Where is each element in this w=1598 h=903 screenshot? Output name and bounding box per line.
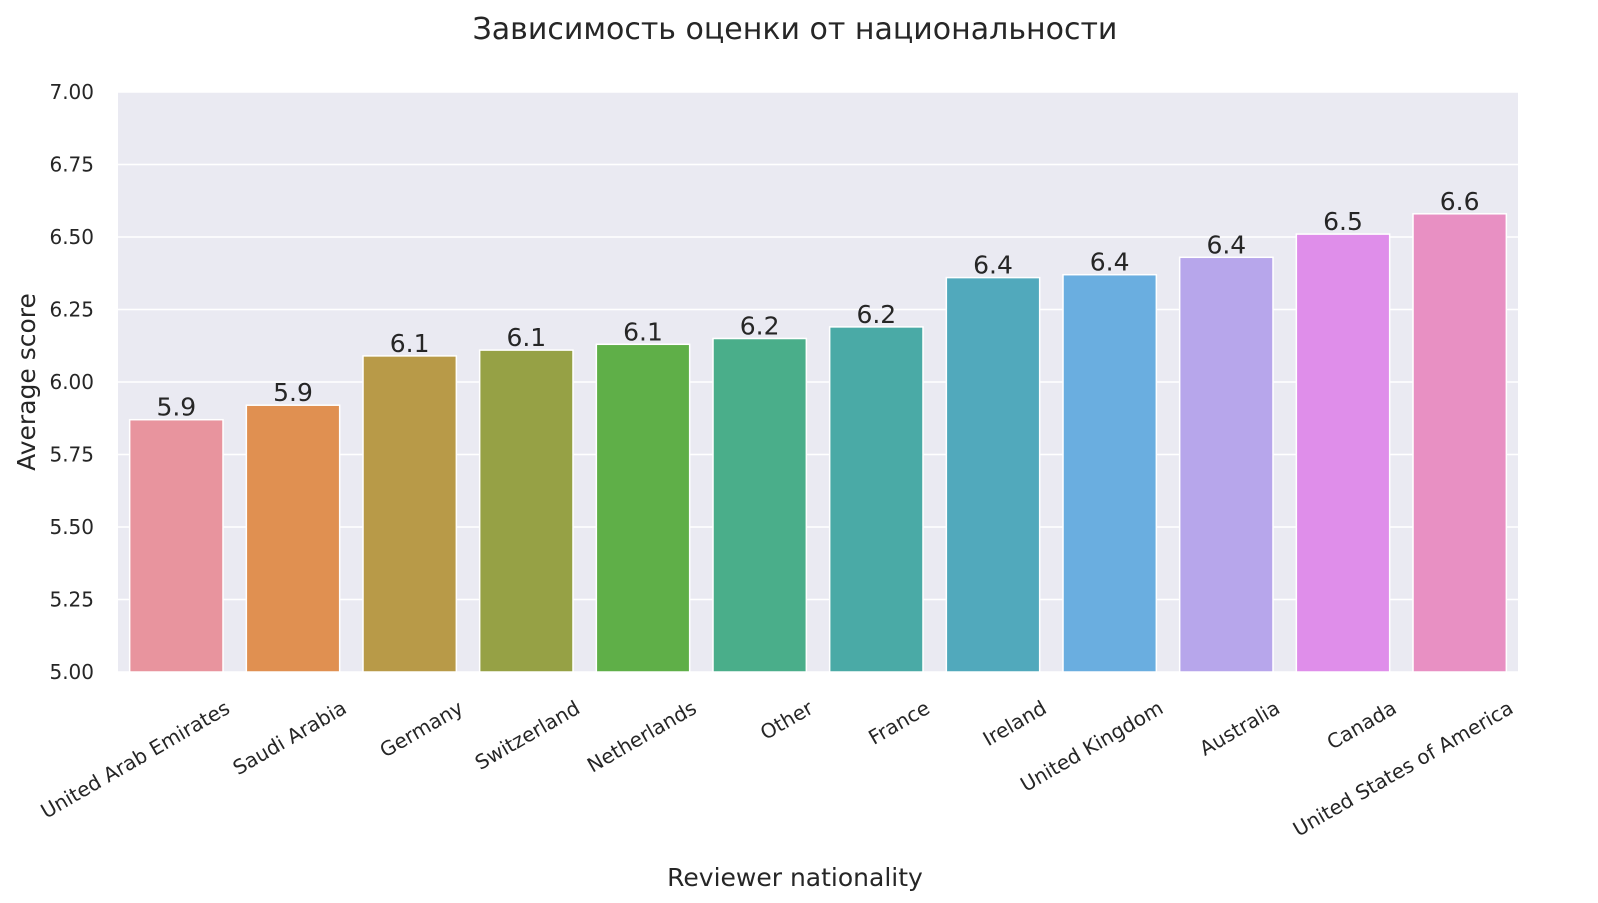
- x-axis-label: Reviewer nationality: [667, 863, 923, 892]
- x-tick-label: Netherlands: [583, 696, 701, 778]
- y-tick-label: 7.00: [49, 80, 94, 104]
- bar: [828, 326, 924, 673]
- y-tick-label: 5.00: [49, 660, 94, 684]
- bar: [1295, 233, 1391, 673]
- chart-title: Зависимость оценки от национальности: [473, 12, 1118, 47]
- bar: [478, 349, 574, 673]
- y-tick-label: 6.50: [49, 225, 94, 249]
- bar: [1178, 256, 1274, 673]
- y-tick-label: 5.75: [49, 443, 94, 467]
- bars: [128, 213, 1508, 673]
- y-tick-labels: 5.00 5.25 5.50 5.75 6.00 6.25 6.50 6.75 7.00: [49, 80, 94, 684]
- x-tick-label: Germany: [376, 695, 468, 762]
- x-tick-label: United States of America: [1289, 696, 1517, 842]
- bar: [712, 337, 808, 673]
- y-tick-label: 5.50: [49, 515, 94, 539]
- bar: [128, 418, 224, 673]
- data-labels: 5.9 5.9 6.1 6.1 6.1 6.2 6.2 6.4 6.4 6.4 6.5 6.6: [156, 187, 1479, 422]
- bar: [595, 343, 691, 673]
- bar: [362, 355, 458, 673]
- bar: [245, 404, 341, 673]
- x-tick-label: Switzerland: [471, 696, 584, 775]
- data-label: 5.9: [156, 393, 196, 422]
- data-label: 6.2: [740, 312, 780, 341]
- gridlines: [118, 91, 1518, 673]
- y-axis-label: Average score: [12, 293, 41, 471]
- data-label: 6.4: [1206, 230, 1246, 259]
- y-tick-label: 5.25: [49, 588, 94, 612]
- x-tick-label: Saudi Arabia: [229, 696, 351, 780]
- y-tick-label: 6.25: [49, 298, 94, 322]
- x-tick-label: Other: [756, 695, 818, 745]
- data-label: 6.6: [1440, 187, 1480, 216]
- y-tick-label: 6.00: [49, 370, 94, 394]
- data-label: 6.1: [506, 323, 546, 352]
- y-tick-label: 6.75: [49, 153, 94, 177]
- data-label: 6.4: [1090, 248, 1130, 277]
- x-tick-label: United Arab Emirates: [36, 696, 233, 824]
- data-label: 6.4: [973, 251, 1013, 280]
- bar: [1412, 213, 1508, 673]
- x-tick-label: Canada: [1323, 696, 1401, 755]
- data-label: 6.1: [390, 329, 430, 358]
- x-tick-label: Ireland: [979, 696, 1051, 751]
- data-label: 6.5: [1323, 207, 1363, 236]
- data-label: 6.2: [856, 300, 896, 329]
- x-tick-label: Australia: [1195, 696, 1284, 761]
- data-label: 6.1: [623, 317, 663, 346]
- data-label: 5.9: [273, 378, 313, 407]
- bar: [945, 276, 1041, 673]
- x-tick-label: France: [864, 696, 934, 750]
- bar: [1062, 273, 1158, 673]
